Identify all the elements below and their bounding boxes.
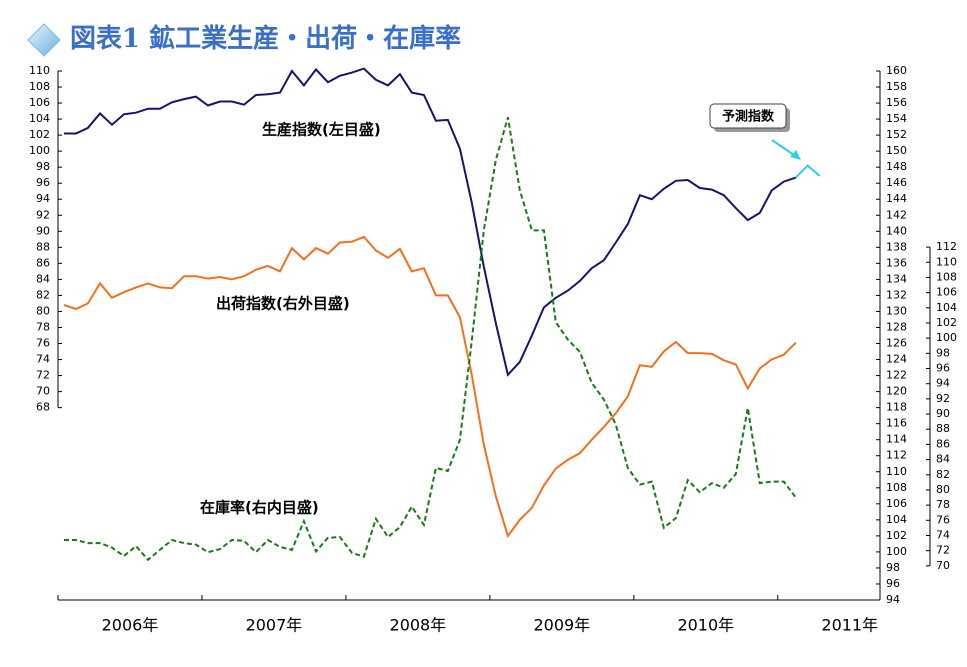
series-label: 在庫率(右内目盛) — [200, 499, 319, 517]
y-axis-tick-label: 76 — [36, 337, 50, 350]
title-icon — [27, 23, 61, 57]
y2-axis-tick-label: 134 — [886, 272, 907, 285]
y3-axis-tick-label: 80 — [936, 483, 950, 496]
y2-axis-tick-label: 152 — [886, 128, 907, 141]
series-line — [63, 235, 797, 539]
y3-axis-tick-label: 98 — [936, 346, 950, 359]
x-tick-label: 2006年 — [102, 616, 159, 635]
y2-axis-tick-label: 100 — [886, 545, 907, 558]
y3-axis-tick-label: 78 — [936, 498, 950, 511]
y-axis-tick-label: 100 — [29, 144, 50, 157]
series-label: 生産指数(左目盛) — [262, 121, 381, 139]
y2-axis-tick-label: 96 — [886, 577, 900, 590]
y-axis-tick-label: 88 — [36, 240, 50, 253]
y2-axis-tick-label: 146 — [886, 176, 907, 189]
y2-axis-tick-label: 128 — [886, 320, 907, 333]
y3-axis-tick-label: 82 — [936, 468, 950, 481]
y-axis-tick-label: 96 — [36, 176, 50, 189]
y2-axis-tick-label: 114 — [886, 433, 907, 446]
y3-axis-tick-label: 76 — [936, 513, 950, 526]
y2-axis-tick-label: 122 — [886, 369, 907, 382]
y2-axis-tick-label: 94 — [886, 593, 900, 606]
forecast-label: 予測指数 — [722, 109, 775, 125]
x-tick-label: 2010年 — [677, 616, 734, 635]
y-axis-tick-label: 108 — [29, 80, 50, 93]
y3-axis-tick-label: 96 — [936, 362, 950, 375]
y2-axis-tick-label: 132 — [886, 288, 907, 301]
series-line — [795, 164, 821, 179]
y2-axis-tick-label: 108 — [886, 481, 907, 494]
y2-axis-tick-label: 116 — [886, 417, 907, 430]
y2-axis-tick-label: 110 — [886, 465, 907, 478]
y-axis-tick-label: 70 — [36, 385, 50, 398]
y2-axis-tick-label: 160 — [886, 64, 907, 77]
y2-axis-tick-label: 102 — [886, 529, 907, 542]
y3-axis-tick-label: 84 — [936, 453, 950, 466]
y-axis-tick-label: 104 — [29, 112, 50, 125]
x-tick-label: 2007年 — [246, 616, 303, 635]
y3-axis-tick-label: 86 — [936, 437, 950, 450]
y2-axis-tick-label: 130 — [886, 304, 907, 317]
series-label: 出荷指数(右外目盛) — [216, 295, 350, 313]
y3-axis-tick-label: 74 — [936, 528, 950, 541]
x-tick-label: 2009年 — [533, 616, 590, 635]
y2-axis-tick-label: 150 — [886, 144, 907, 157]
y3-axis-tick-label: 106 — [936, 286, 957, 299]
y3-axis-tick-label: 72 — [936, 544, 950, 557]
y-axis-tick-label: 90 — [36, 224, 50, 237]
y-axis-tick-label: 82 — [36, 288, 50, 301]
y3-axis-tick-label: 88 — [936, 422, 950, 435]
y2-axis-tick-label: 112 — [886, 449, 907, 462]
y2-axis-tick-label: 158 — [886, 80, 907, 93]
y2-axis-tick-label: 140 — [886, 224, 907, 237]
callout-arrowhead — [790, 150, 801, 160]
x-tick-label: 2008年 — [390, 616, 447, 635]
y2-axis-tick-label: 142 — [886, 208, 907, 221]
y2-axis-tick-label: 126 — [886, 337, 907, 350]
y2-axis-tick-label: 144 — [886, 192, 907, 205]
y-axis-tick-label: 80 — [36, 304, 50, 317]
y3-axis-tick-label: 112 — [936, 240, 957, 253]
y-axis-tick-label: 92 — [36, 208, 50, 221]
y-axis-tick-label: 86 — [36, 256, 50, 269]
forecast-callout: 予測指数 — [709, 103, 801, 160]
y3-axis-tick-label: 102 — [936, 316, 957, 329]
y-axis-tick-label: 68 — [36, 401, 50, 414]
y3-axis-tick-label: 94 — [936, 377, 950, 390]
y-axis-tick-label: 98 — [36, 160, 50, 173]
y2-axis-tick-label: 106 — [886, 497, 907, 510]
y3-axis-tick-label: 110 — [936, 255, 957, 268]
y-axis-tick-label: 106 — [29, 96, 50, 109]
y-axis-tick-label: 74 — [36, 353, 50, 366]
y2-axis-tick-label: 98 — [886, 561, 900, 574]
y3-axis-tick-label: 92 — [936, 392, 950, 405]
y3-axis-tick-label: 90 — [936, 407, 950, 420]
y2-axis-tick-label: 104 — [886, 513, 907, 526]
y2-axis-tick-label: 124 — [886, 353, 907, 366]
series-line — [64, 67, 797, 377]
y-axis-tick-label: 84 — [36, 272, 50, 285]
y-axis-tick-label: 94 — [36, 192, 50, 205]
callout-box — [709, 103, 787, 129]
chart-title: 図表1 鉱工業生産・出荷・在庫率 — [70, 23, 461, 54]
y3-axis-tick-label: 70 — [936, 559, 950, 572]
y2-axis-tick-label: 120 — [886, 385, 907, 398]
y-axis-tick-label: 72 — [36, 369, 50, 382]
y-axis-tick-label: 110 — [29, 64, 50, 77]
y-axis-tick-label: 78 — [36, 320, 50, 333]
y2-axis-tick-label: 154 — [886, 112, 907, 125]
y-axis-tick-label: 102 — [29, 128, 50, 141]
series-line — [64, 117, 797, 562]
y2-axis-tick-label: 138 — [886, 240, 907, 253]
x-tick-label: 2011年 — [821, 616, 878, 635]
y3-axis-tick-label: 104 — [936, 301, 957, 314]
y2-axis-tick-label: 118 — [886, 401, 907, 414]
y2-axis-tick-label: 136 — [886, 256, 907, 269]
y3-axis-tick-label: 108 — [936, 270, 957, 283]
y3-axis-tick-label: 100 — [936, 331, 957, 344]
y2-axis-tick-label: 148 — [886, 160, 907, 173]
y2-axis-tick-label: 156 — [886, 96, 907, 109]
